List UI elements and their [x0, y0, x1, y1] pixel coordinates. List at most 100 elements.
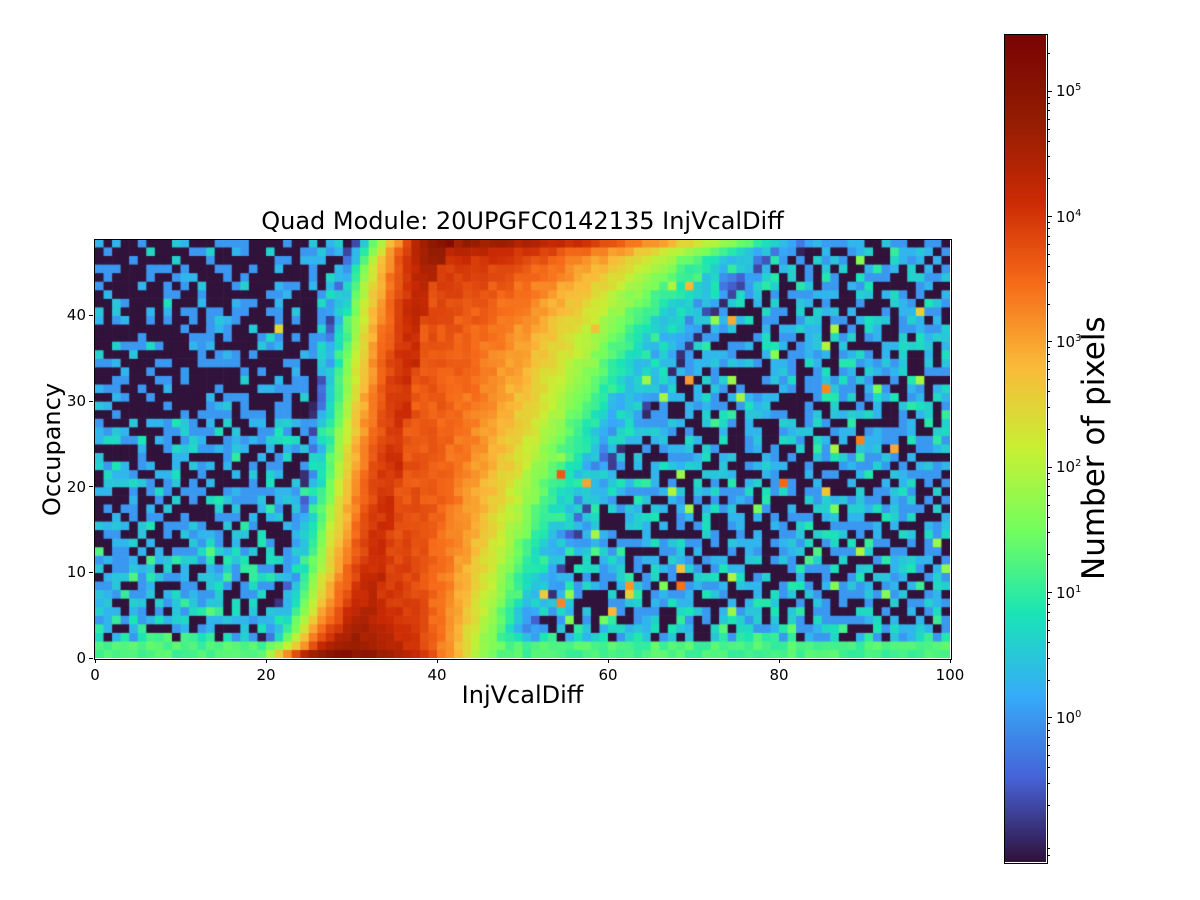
- x-tick-label: 40: [427, 666, 447, 684]
- colorbar-minor-tick-mark: [1047, 504, 1050, 506]
- colorbar-tick-label: 103: [1056, 333, 1081, 351]
- colorbar-minor-tick-mark: [1047, 281, 1050, 283]
- x-tick-label: 100: [935, 666, 965, 684]
- colorbar-tick-label: 101: [1056, 584, 1081, 602]
- colorbar-minor-tick-mark: [1047, 478, 1050, 480]
- colorbar-minor-tick-mark: [1047, 657, 1050, 659]
- colorbar-tick-mark: [1047, 717, 1052, 719]
- colorbar-minor-tick-mark: [1047, 429, 1050, 431]
- colorbar-minor-tick-mark: [1047, 243, 1050, 245]
- colorbar-tick-base: 10: [1056, 583, 1076, 602]
- x-tick-mark: [265, 659, 267, 663]
- x-tick-mark: [436, 659, 438, 663]
- colorbar-tick-label: 102: [1056, 458, 1081, 476]
- heatmap-canvas: [95, 240, 950, 658]
- colorbar-tick-mark: [1047, 90, 1052, 92]
- colorbar-minor-tick-mark: [1047, 611, 1050, 613]
- y-axis-label: Occupancy: [38, 382, 66, 516]
- x-tick-mark: [607, 659, 609, 663]
- colorbar-minor-tick-mark: [1047, 347, 1050, 349]
- colorbar-tick-exponent: 2: [1075, 458, 1082, 470]
- colorbar-tick-exponent: 0: [1075, 708, 1082, 720]
- colorbar-minor-tick-mark: [1047, 532, 1050, 534]
- colorbar-minor-tick-mark: [1047, 156, 1050, 158]
- colorbar-minor-tick-mark: [1047, 554, 1050, 556]
- y-tick-label: 40: [66, 306, 86, 325]
- colorbar-tick-label: 105: [1056, 82, 1081, 100]
- colorbar-minor-tick-mark: [1047, 848, 1050, 850]
- y-tick-label: 10: [66, 563, 86, 582]
- colorbar-minor-tick-mark: [1047, 597, 1050, 599]
- colorbar-tick-exponent: 3: [1075, 332, 1082, 344]
- colorbar-tick-mark: [1047, 341, 1052, 343]
- x-tick-mark: [94, 659, 96, 663]
- colorbar-minor-tick-mark: [1047, 641, 1050, 643]
- colorbar-minor-tick-mark: [1047, 745, 1050, 747]
- colorbar-minor-tick-mark: [1047, 679, 1050, 681]
- colorbar-minor-tick-mark: [1047, 140, 1050, 142]
- colorbar-minor-tick-mark: [1047, 755, 1050, 757]
- y-tick-mark: [89, 400, 93, 402]
- colorbar-tick-mark: [1047, 592, 1052, 594]
- colorbar-tick-base: 10: [1056, 708, 1076, 727]
- colorbar-minor-tick-mark: [1047, 472, 1050, 474]
- colorbar-minor-tick-mark: [1047, 128, 1050, 130]
- colorbar-tick-label: 104: [1056, 208, 1081, 226]
- colorbar-minor-tick-mark: [1047, 221, 1050, 223]
- x-tick-label: 80: [769, 666, 789, 684]
- colorbar-minor-tick-mark: [1047, 118, 1050, 120]
- colorbar-minor-tick-mark: [1047, 360, 1050, 362]
- x-tick-label: 20: [256, 666, 276, 684]
- x-tick-label: 60: [598, 666, 618, 684]
- colorbar-minor-tick-mark: [1047, 804, 1050, 806]
- colorbar-minor-tick-mark: [1047, 494, 1050, 496]
- colorbar-tick-exponent: 5: [1075, 82, 1082, 94]
- colorbar-canvas: [1005, 35, 1046, 862]
- colorbar-tick-mark: [1047, 466, 1052, 468]
- colorbar-minor-tick-mark: [1047, 629, 1050, 631]
- colorbar-minor-tick-mark: [1047, 391, 1050, 393]
- colorbar-minor-tick-mark: [1047, 516, 1050, 518]
- colorbar-minor-tick-mark: [1047, 723, 1050, 725]
- colorbar-tick-label: 100: [1056, 709, 1081, 727]
- colorbar-minor-tick-mark: [1047, 235, 1050, 237]
- colorbar-minor-tick-mark: [1047, 379, 1050, 381]
- colorbar-minor-tick-mark: [1047, 353, 1050, 355]
- colorbar-minor-tick-mark: [1047, 96, 1050, 98]
- colorbar-minor-tick-mark: [1047, 407, 1050, 408]
- colorbar-minor-tick-mark: [1047, 736, 1050, 738]
- colorbar-label: Number of pixels: [1076, 316, 1112, 581]
- chart-title: Quad Module: 20UPGFC0142135 InjVcalDiff: [261, 207, 784, 235]
- y-tick-label: 30: [66, 392, 86, 411]
- colorbar-tick-base: 10: [1056, 458, 1076, 477]
- colorbar-minor-tick-mark: [1047, 253, 1050, 255]
- y-tick-mark: [89, 657, 93, 659]
- colorbar-tick-exponent: 4: [1075, 207, 1082, 219]
- colorbar-minor-tick-mark: [1047, 854, 1050, 856]
- colorbar-minor-tick-mark: [1047, 303, 1050, 305]
- colorbar-minor-tick-mark: [1047, 619, 1050, 621]
- y-tick-label: 0: [76, 649, 86, 667]
- colorbar-minor-tick-mark: [1047, 53, 1050, 55]
- colorbar-minor-tick-mark: [1047, 369, 1050, 371]
- y-tick-mark: [89, 571, 93, 573]
- colorbar-tick-base: 10: [1056, 332, 1076, 351]
- colorbar-minor-tick-mark: [1047, 103, 1050, 105]
- y-tick-mark: [89, 486, 93, 488]
- x-tick-mark: [949, 659, 951, 663]
- x-tick-mark: [778, 659, 780, 663]
- y-tick-label: 20: [66, 477, 86, 496]
- plot-spines: [94, 239, 952, 660]
- colorbar-tick-exponent: 1: [1075, 583, 1082, 595]
- colorbar-tick-base: 10: [1056, 207, 1076, 226]
- x-tick-label: 0: [90, 666, 100, 684]
- colorbar-minor-tick-mark: [1047, 767, 1050, 769]
- colorbar-minor-tick-mark: [1047, 178, 1050, 180]
- colorbar-minor-tick-mark: [1047, 729, 1050, 731]
- colorbar-minor-tick-mark: [1047, 110, 1050, 112]
- colorbar-spines: [1004, 34, 1048, 864]
- colorbar-minor-tick-mark: [1047, 266, 1050, 268]
- colorbar-minor-tick-mark: [1047, 782, 1050, 784]
- colorbar-minor-tick-mark: [1047, 604, 1050, 606]
- colorbar-minor-tick-mark: [1047, 228, 1050, 230]
